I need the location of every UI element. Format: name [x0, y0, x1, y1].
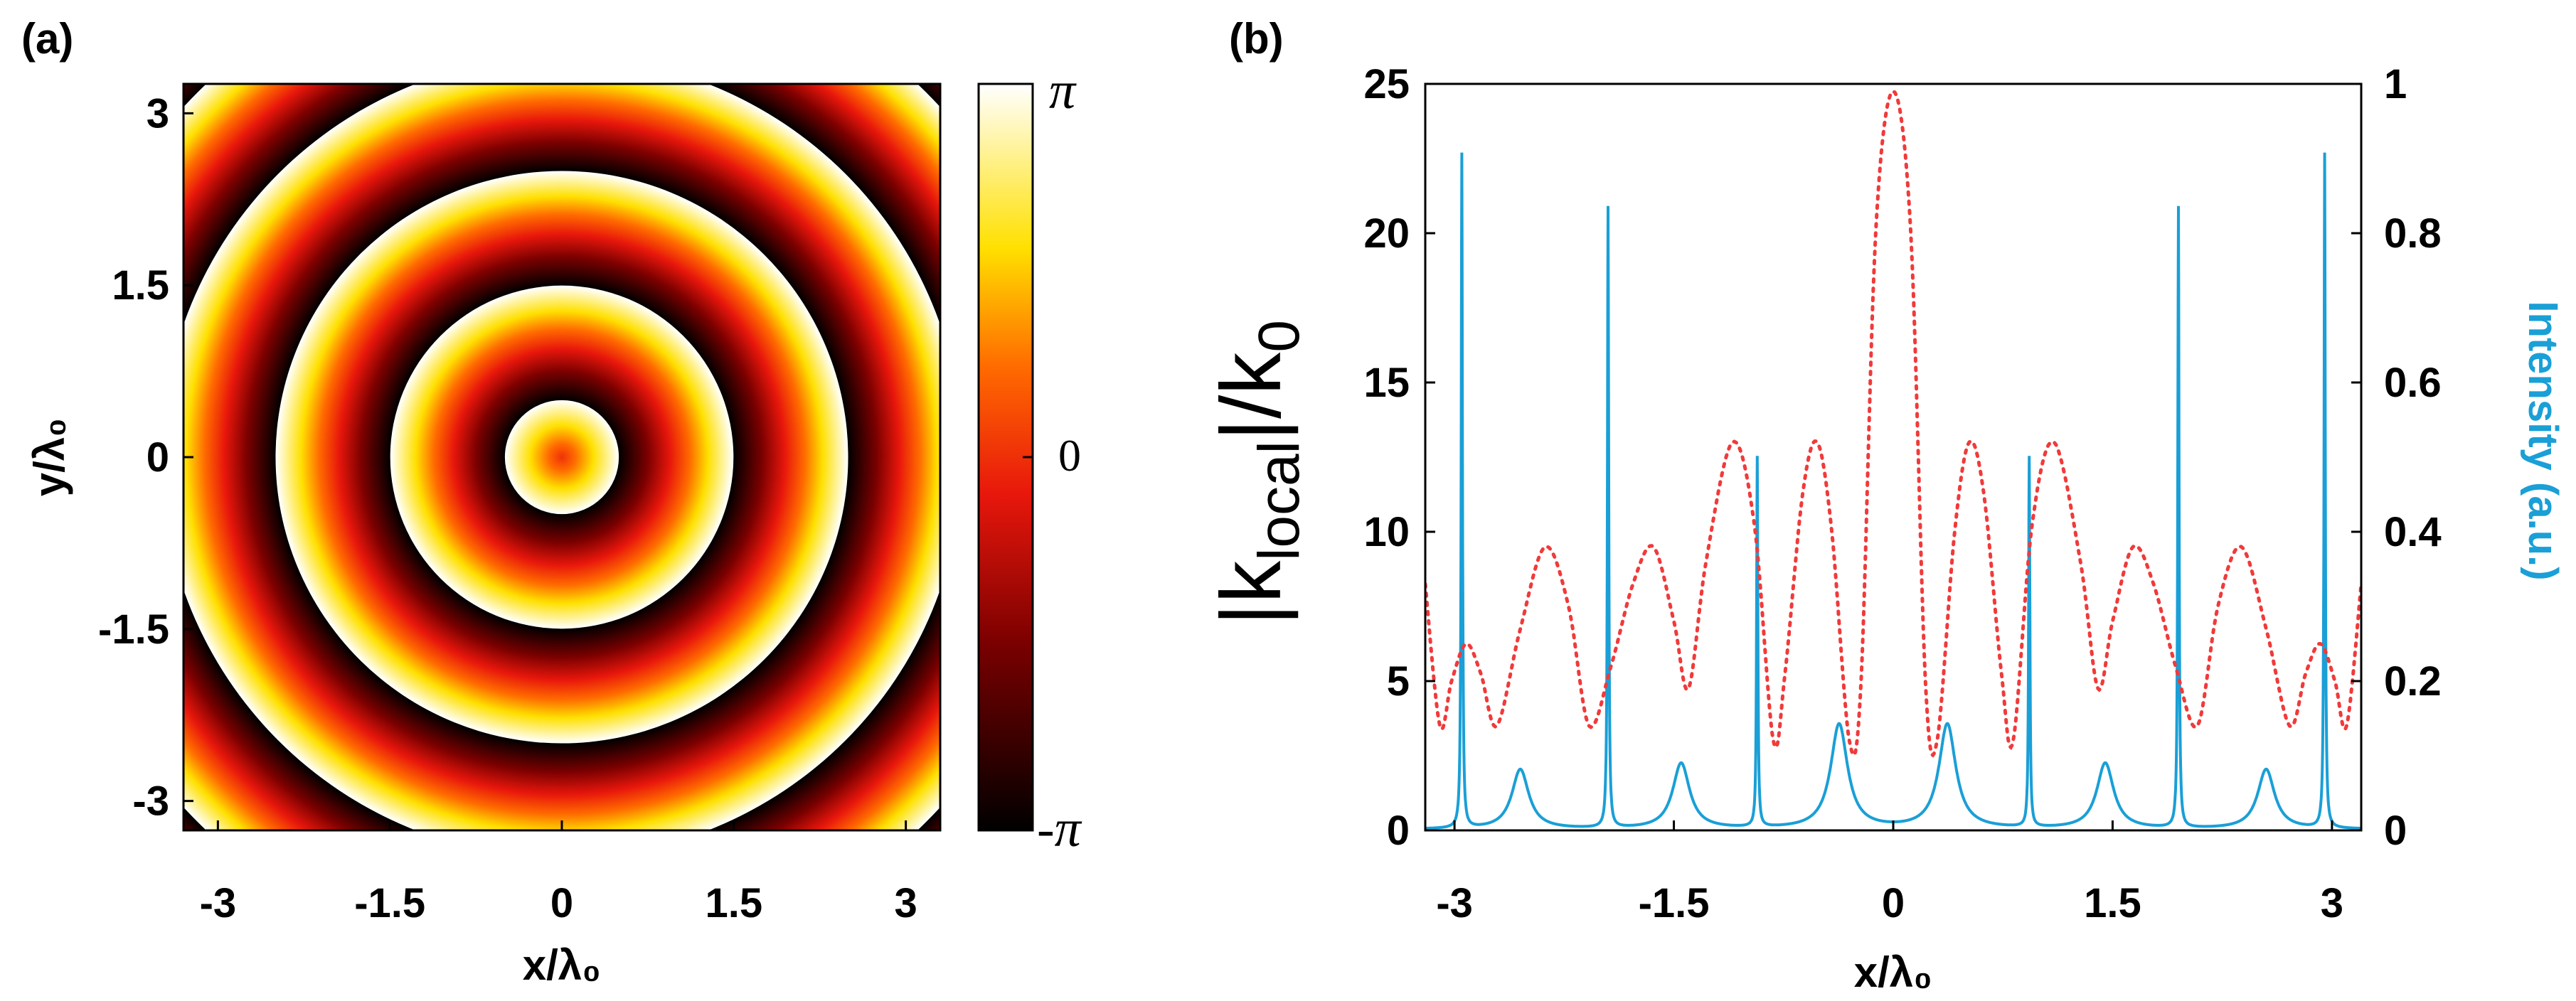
panel-b-left-y-ticks: 0 5 10 15 20 25: [1363, 61, 1435, 854]
y-tick-label: -1.5: [98, 606, 169, 653]
y-left-tick-label: 0: [1387, 808, 1410, 854]
y-right-tick-label: 0.8: [2384, 210, 2442, 257]
panel-b-right-y-ticks: 0 0.2 0.4 0.6 0.8 1: [2351, 61, 2442, 854]
y-right-tick-label: 1: [2384, 61, 2407, 107]
panel-a-y-ticks: -3 -1.5 0 1.5 3: [98, 90, 193, 825]
y-tick-label: 1.5: [112, 262, 169, 309]
y-left-tick-label: 25: [1363, 61, 1410, 107]
y-tick-label: -3: [132, 778, 169, 825]
y-right-tick-label: 0.4: [2384, 509, 2442, 555]
panel-b-frame: [1424, 82, 2363, 832]
panel-b-x-ticks: -3 -1.5 0 1.5 3: [1436, 820, 2343, 926]
y-left-tick-label: 15: [1363, 360, 1410, 406]
y-left-tick-label: 5: [1387, 658, 1410, 705]
x-tick-label: 0: [1882, 880, 1905, 926]
x-tick-label: 1.5: [705, 880, 762, 926]
x-tick-label: 0: [550, 880, 573, 926]
panel-a-ylabel: y/λ₀: [26, 418, 73, 496]
y-right-tick-label: 0: [2384, 808, 2407, 854]
colorbar-label-mid: 0: [1058, 430, 1081, 481]
x-tick-label: -1.5: [1639, 880, 1710, 926]
ylabel-left-sub2: 0: [1247, 320, 1311, 353]
colorbar-label-bottom: -π: [1037, 800, 1082, 858]
y-right-tick-label: 0.6: [2384, 360, 2442, 406]
panel-a-label: (a): [21, 15, 73, 63]
ylabel-left-mid: |/k: [1203, 352, 1299, 441]
panel-b-xlabel: x/λ₀: [1854, 948, 1932, 996]
x-tick-label: 3: [895, 880, 917, 926]
panel-a-xlabel: x/λ₀: [523, 941, 601, 989]
phase-heatmap: [183, 84, 940, 830]
ylabel-left-open: |k: [1203, 560, 1299, 626]
x-tick-label: 3: [2321, 880, 2343, 926]
colorbar-label-top: π: [1049, 62, 1077, 120]
ylabel-left-sub: local: [1247, 441, 1311, 561]
y-left-tick-label: 10: [1363, 509, 1410, 555]
y-left-tick-label: 20: [1363, 210, 1410, 257]
x-tick-label: 1.5: [2084, 880, 2141, 926]
panel-b-label: (b): [1229, 15, 1284, 63]
panel-a-x-ticks: -3 -1.5 0 1.5 3: [200, 820, 917, 926]
x-tick-label: -3: [200, 880, 237, 926]
panel-b-ylabel-right: Intensity (a.u.): [2520, 301, 2566, 580]
panel-b-series: [1425, 89, 2361, 830]
x-tick-label: -3: [1436, 880, 1473, 926]
k-local-series: [1425, 152, 2361, 830]
y-tick-label: 3: [147, 90, 169, 136]
intensity-series: [1425, 89, 2361, 758]
phase-ring: [560, 456, 563, 459]
panel-a-phase-map: (a) -3 -1.5 0 1.5 3 -3-1.501.53 x/λ₀ y/λ₀ π …: [21, 15, 1082, 989]
y-right-tick-label: 0.2: [2384, 658, 2442, 705]
y-tick-label: 0: [147, 434, 169, 481]
panel-b-ylabel-left: |klocal|/k0: [1203, 320, 1311, 626]
x-tick-label: -1.5: [354, 880, 425, 926]
